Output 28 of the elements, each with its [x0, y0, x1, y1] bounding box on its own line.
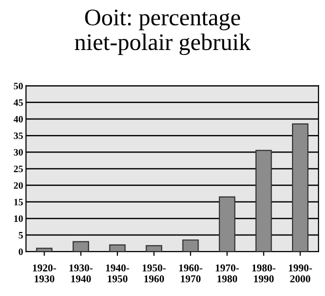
y-tick-label: 10: [14, 215, 23, 222]
y-tick-label: 20: [14, 182, 23, 189]
bar: [36, 248, 53, 252]
y-tick-label: 45: [14, 99, 23, 106]
bar: [146, 245, 162, 252]
y-tick-label: 0: [18, 248, 23, 256]
y-tick-label: 15: [14, 198, 23, 206]
bar: [255, 150, 272, 252]
y-tick-label: 40: [14, 116, 23, 122]
bar: [109, 244, 126, 252]
bar: [72, 241, 90, 252]
bar: [218, 196, 236, 252]
x-tick-label: 1930- 1940: [70, 264, 93, 282]
bar: [292, 123, 308, 252]
x-tick-label: 1940- 1950: [106, 264, 130, 282]
bar: [182, 239, 199, 252]
x-tick-label: 1950- 1960: [142, 264, 166, 282]
y-tick-label: 25: [14, 166, 23, 172]
x-tick-label: 1970- 1980: [216, 264, 239, 282]
y-tick-label: 50: [14, 82, 23, 90]
x-tick-label: 1960- 1970: [179, 264, 202, 282]
x-tick-label: 1980- 1990: [252, 264, 276, 282]
y-tick-label: 30: [14, 149, 23, 156]
x-tick-label: 1990- 2000: [288, 264, 312, 282]
y-tick-label: 35: [14, 132, 23, 140]
chart-title: Ooit: percentage niet-polair gebruik: [74, 10, 251, 56]
x-tick-label: 1920- 1930: [32, 264, 56, 282]
y-tick-label: 5: [18, 232, 23, 238]
